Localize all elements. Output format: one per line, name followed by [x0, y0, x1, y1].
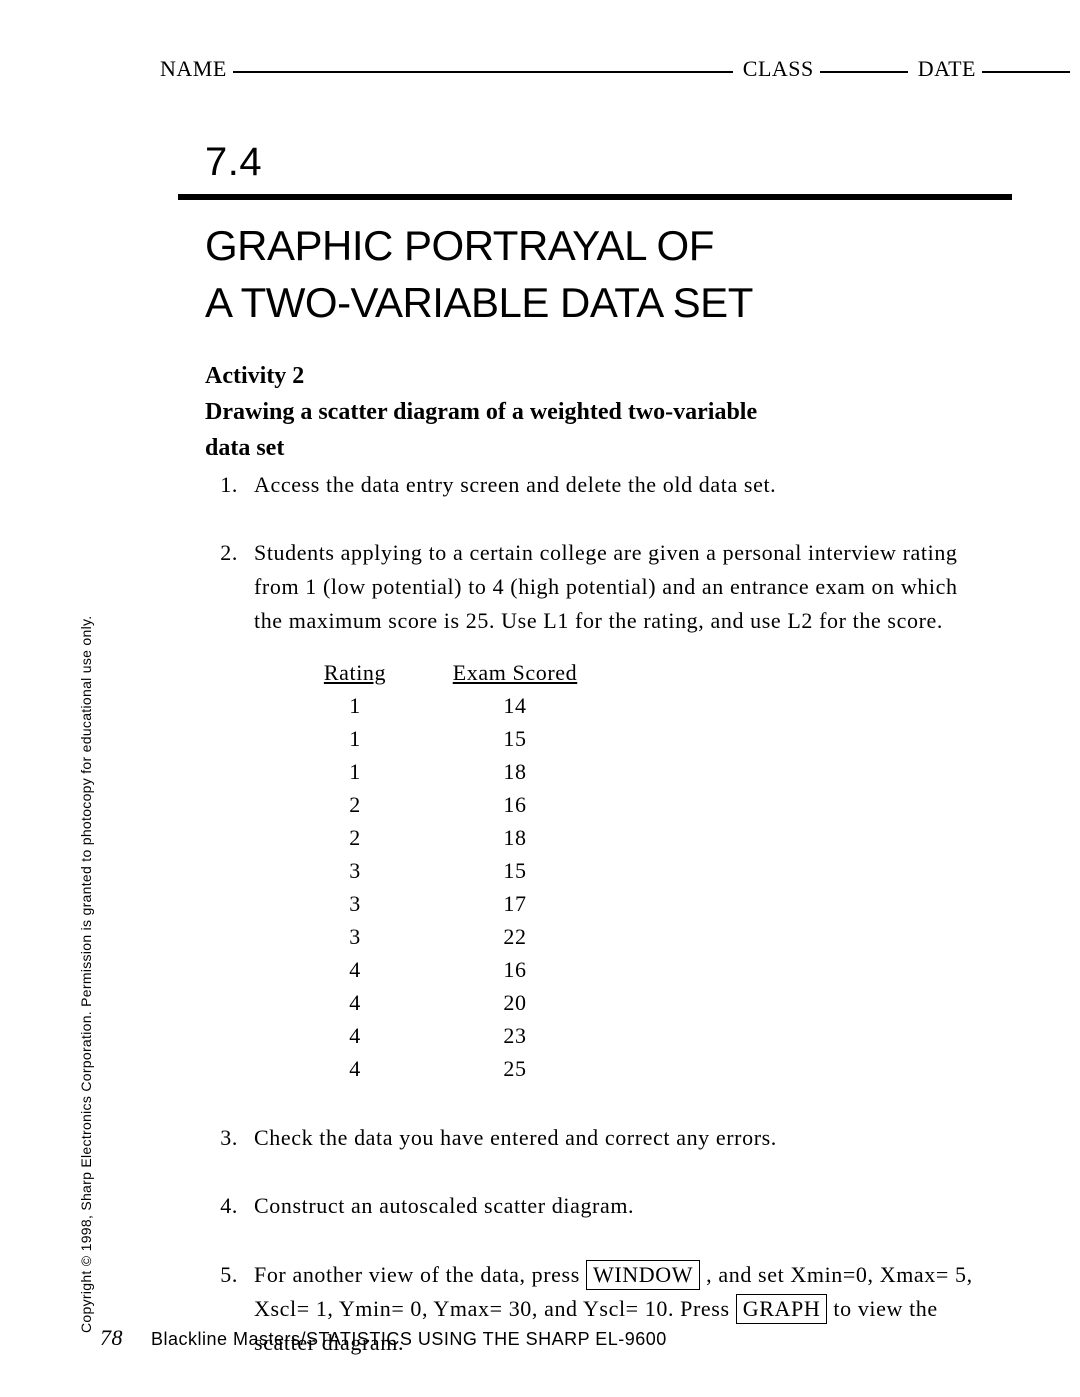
page-number: 78: [100, 1325, 123, 1351]
header-fields: NAME CLASS DATE: [160, 56, 1012, 82]
col-score-header: Exam Scored: [445, 660, 586, 685]
score-cell: 20: [420, 986, 610, 1019]
table-rows: 114115118216218315317322416420423425: [290, 689, 980, 1085]
rating-cell: 3: [290, 887, 420, 920]
activity-label: Activity 2: [205, 358, 357, 394]
name-label: NAME: [160, 56, 227, 82]
table-row: 425: [290, 1052, 980, 1085]
table-row: 115: [290, 722, 980, 755]
table-row: 218: [290, 821, 980, 854]
copyright-notice: Copyright © 1998, Sharp Electronics Corp…: [78, 616, 94, 1333]
table-row: 317: [290, 887, 980, 920]
table-row: 315: [290, 854, 980, 887]
step-number: 2.: [190, 536, 254, 638]
score-cell: 15: [420, 722, 610, 755]
step-number: 3.: [190, 1121, 254, 1155]
rating-cell: 1: [290, 755, 420, 788]
rating-cell: 3: [290, 854, 420, 887]
date-blank[interactable]: [982, 71, 1070, 73]
data-table: Rating Exam Scored 114115118216218315317…: [290, 656, 980, 1085]
score-cell: 25: [420, 1052, 610, 1085]
score-cell: 15: [420, 854, 610, 887]
score-cell: 16: [420, 953, 610, 986]
page-footer: 78 Blackline Masters/STATISTICS USING TH…: [100, 1325, 667, 1351]
table-row: 420: [290, 986, 980, 1019]
step-number: 4.: [190, 1189, 254, 1223]
table-row: 423: [290, 1019, 980, 1052]
score-cell: 14: [420, 689, 610, 722]
step-text: Access the data entry screen and delete …: [254, 468, 980, 502]
class-label: CLASS: [743, 56, 814, 82]
table-row: 322: [290, 920, 980, 953]
step-text: Check the data you have entered and corr…: [254, 1121, 980, 1155]
title-line-1: GRAPHIC PORTRAYAL OF: [205, 222, 714, 269]
rating-cell: 1: [290, 689, 420, 722]
table-header-row: Rating Exam Scored: [290, 656, 980, 689]
rating-cell: 2: [290, 821, 420, 854]
date-label: DATE: [918, 56, 976, 82]
rating-cell: 3: [290, 920, 420, 953]
instructions-body: 1. Access the data entry screen and dele…: [190, 468, 980, 1394]
table-row: 114: [290, 689, 980, 722]
step-2: 2. Students applying to a certain colleg…: [190, 536, 980, 638]
step-text: Construct an autoscaled scatter diagram.: [254, 1189, 980, 1223]
name-blank[interactable]: [233, 71, 733, 73]
step-text: Students applying to a certain college a…: [254, 536, 980, 638]
score-cell: 17: [420, 887, 610, 920]
rating-cell: 2: [290, 788, 420, 821]
step5-pre: For another view of the data, press: [254, 1262, 586, 1287]
score-cell: 23: [420, 1019, 610, 1052]
footer-text: Blackline Masters/STATISTICS USING THE S…: [151, 1329, 667, 1350]
worksheet-page: NAME CLASS DATE 7.4 GRAPHIC PORTRAYAL OF…: [0, 0, 1080, 1397]
rating-cell: 4: [290, 953, 420, 986]
title-line-2: A TWO-VARIABLE DATA SET: [205, 279, 753, 326]
activity-heading: Activity 2 Drawing a scatter diagram of …: [205, 358, 960, 466]
col-rating-header: Rating: [320, 660, 390, 685]
score-cell: 22: [420, 920, 610, 953]
rating-cell: 4: [290, 1019, 420, 1052]
step-1: 1. Access the data entry screen and dele…: [190, 468, 980, 502]
table-row: 216: [290, 788, 980, 821]
section-number: 7.4: [205, 140, 262, 185]
step-4: 4. Construct an autoscaled scatter diagr…: [190, 1189, 980, 1223]
page-title: GRAPHIC PORTRAYAL OF A TWO-VARIABLE DATA…: [205, 218, 753, 331]
graph-key: GRAPH: [736, 1294, 828, 1325]
step-3: 3. Check the data you have entered and c…: [190, 1121, 980, 1155]
title-rule: [178, 194, 1012, 200]
score-cell: 18: [420, 755, 610, 788]
rating-cell: 4: [290, 986, 420, 1019]
table-row: 118: [290, 755, 980, 788]
score-cell: 18: [420, 821, 610, 854]
window-key: WINDOW: [586, 1260, 700, 1291]
class-blank[interactable]: [820, 71, 908, 73]
rating-cell: 4: [290, 1052, 420, 1085]
table-row: 416: [290, 953, 980, 986]
score-cell: 16: [420, 788, 610, 821]
rating-cell: 1: [290, 722, 420, 755]
step-number: 1.: [190, 468, 254, 502]
activity-description: Drawing a scatter diagram of a weighted …: [205, 394, 805, 466]
